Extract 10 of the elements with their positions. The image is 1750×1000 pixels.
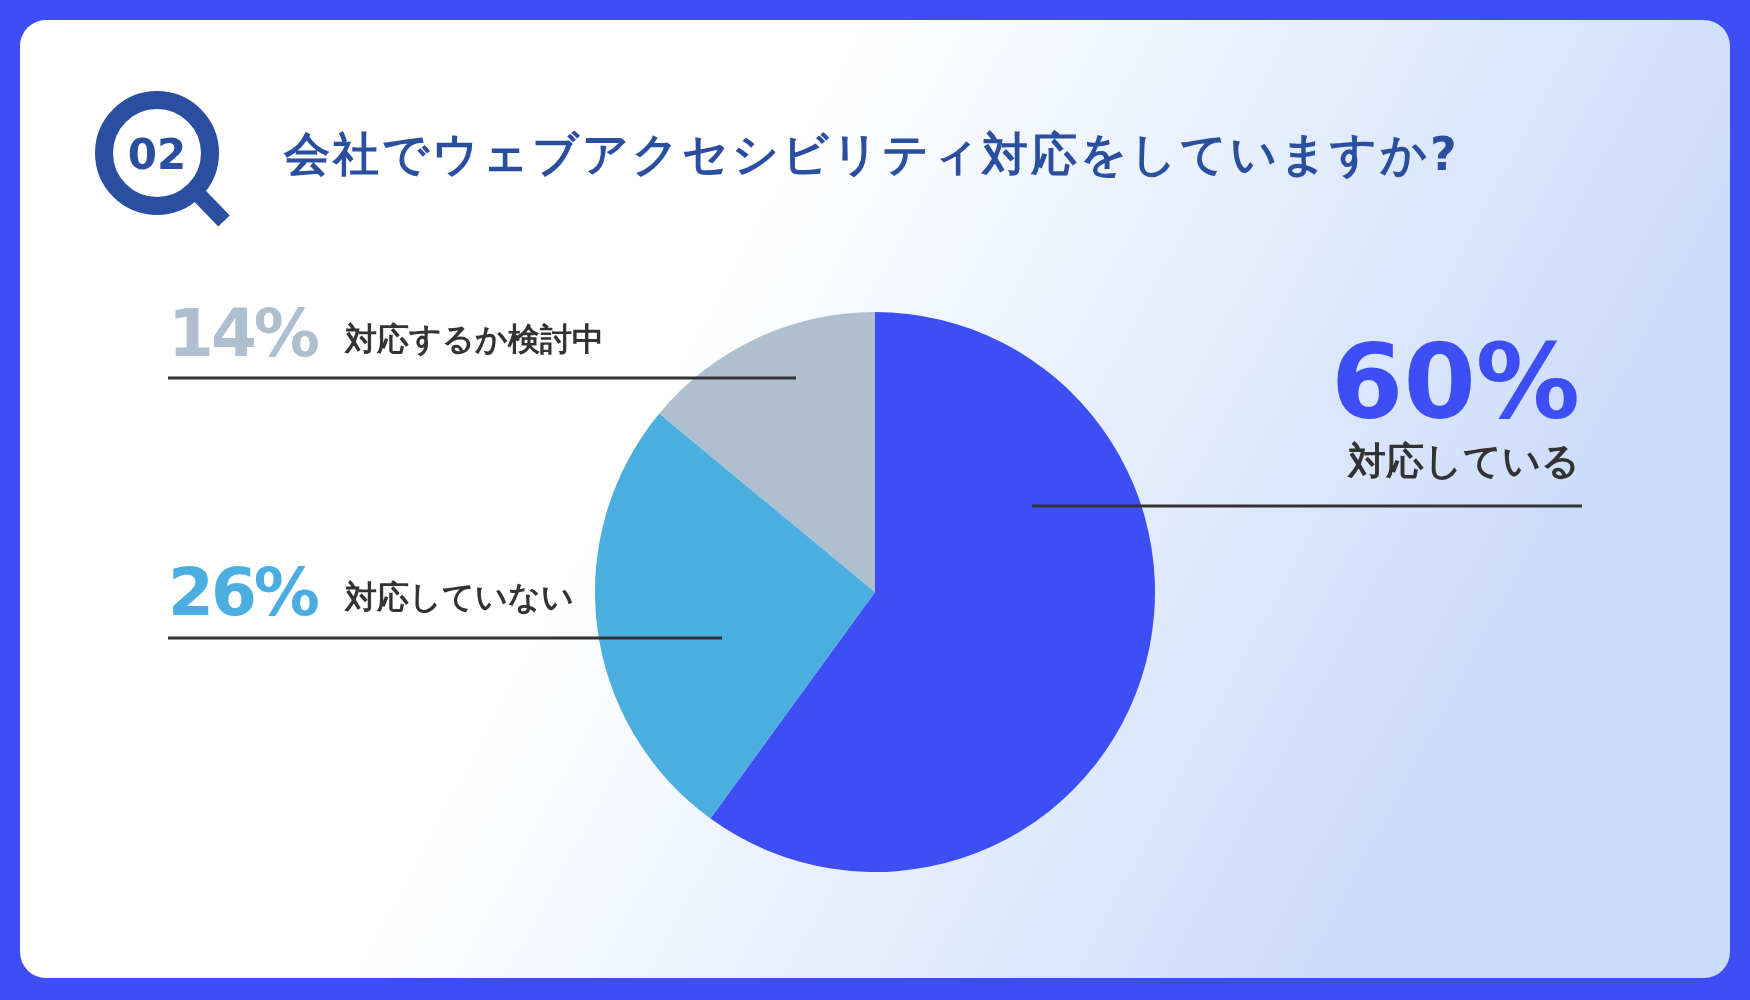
slice-label: 対応するか検討中: [344, 320, 604, 358]
data-label: 26%: [168, 554, 319, 631]
pie-slice: [659, 312, 875, 592]
pie-slice: [710, 312, 1155, 872]
text: 02: [127, 130, 187, 179]
slice-label: 対応していない: [344, 578, 574, 616]
data-label: 14%: [168, 295, 319, 372]
chart-title: 会社でウェブアクセシビリティ対応をしていますか?: [283, 127, 1460, 181]
slice-label: 対応している: [1347, 439, 1580, 483]
pie-slice: [595, 413, 875, 819]
